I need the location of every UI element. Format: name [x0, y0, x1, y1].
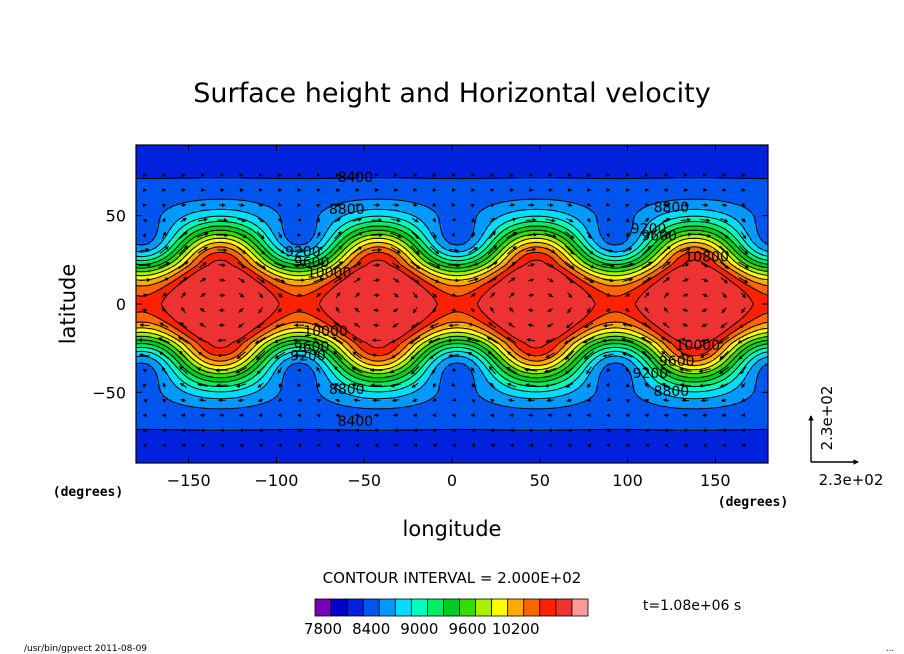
filled-contours	[136, 145, 769, 464]
chart-title: Surface height and Horizontal velocity	[193, 78, 710, 109]
plot-area: 8400880092009600100008800920096001080010…	[136, 145, 769, 464]
